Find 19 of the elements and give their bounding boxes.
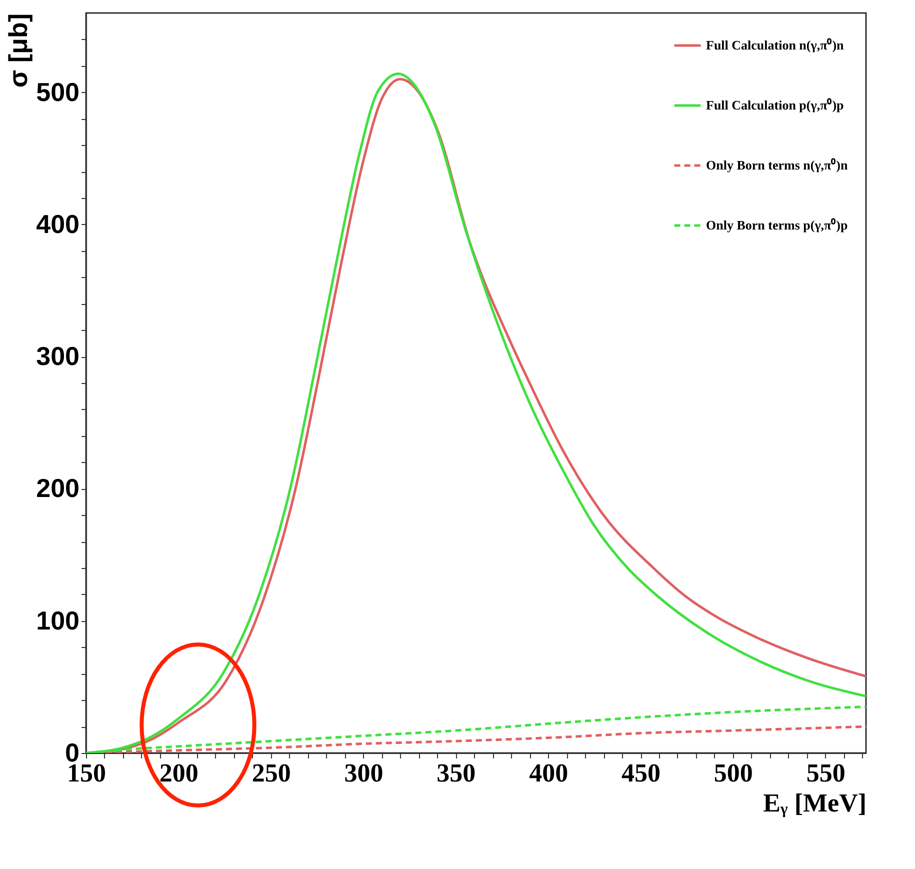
legend-label: Only Born terms p(γ,π⁰)p: [706, 218, 848, 232]
legend-label: Only Born terms n(γ,π⁰)n: [706, 158, 848, 172]
x-tick-label: 450: [622, 758, 660, 788]
x-tick-label: 550: [806, 758, 846, 788]
x-tick-label: 300: [344, 758, 384, 788]
x-tick-label: 500: [714, 758, 753, 788]
x-tick-label: 350: [436, 758, 476, 788]
y-tick-label: 500: [36, 76, 80, 107]
y-tick-label: 300: [36, 341, 80, 372]
y-tick-label: 100: [36, 605, 80, 636]
x-tick-label: 250: [252, 758, 291, 788]
legend-label: Full Calculation n(γ,π⁰)n: [706, 38, 845, 52]
legend-label: Full Calculation p(γ,π⁰)p: [706, 98, 844, 112]
y-axis-title: σ [μb]: [3, 14, 34, 88]
x-tick-label: 200: [159, 758, 198, 788]
x-axis-title: Eᵧ [MeV]: [763, 788, 866, 818]
y-tick-label: 400: [36, 208, 80, 239]
x-tick-label: 400: [529, 758, 568, 788]
y-tick-label: 200: [36, 473, 80, 504]
